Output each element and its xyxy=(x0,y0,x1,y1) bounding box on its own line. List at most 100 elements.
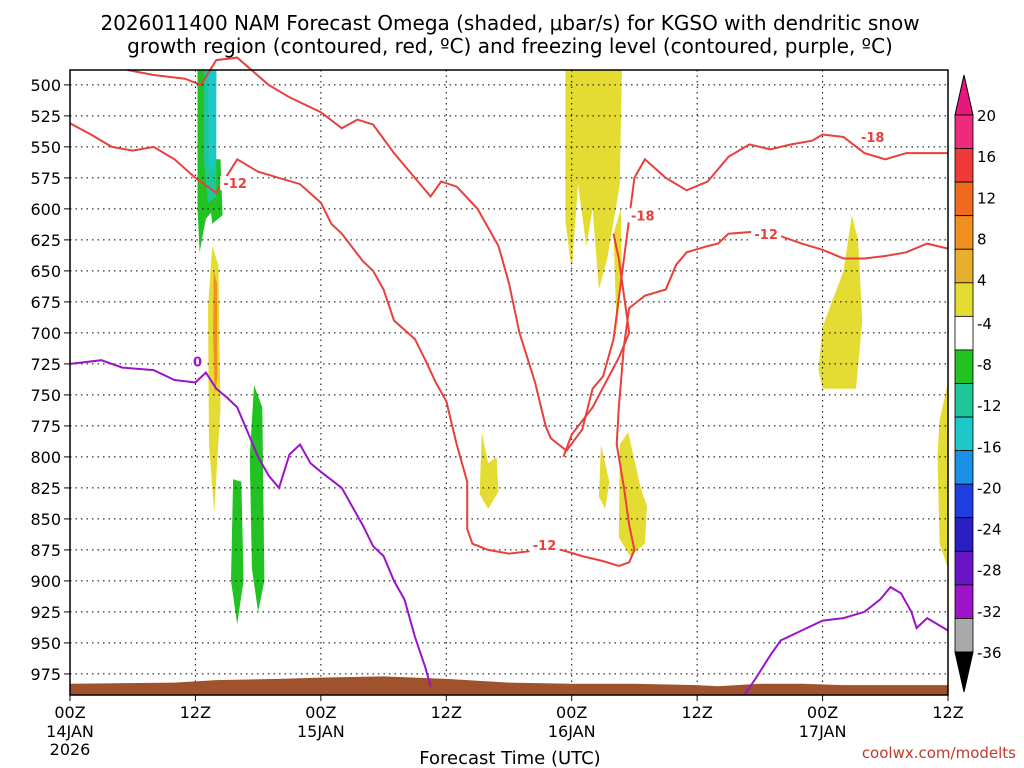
colorbar-swatch xyxy=(954,618,974,653)
red-contour-label: -12 xyxy=(754,228,778,243)
colorbar-label: -12 xyxy=(977,397,1002,415)
colorbar-label: 4 xyxy=(977,272,987,290)
colorbar-label: -8 xyxy=(977,356,992,374)
x-tick-label: 00Z xyxy=(807,703,838,722)
omega-region-5 xyxy=(231,479,244,625)
colorbar-swatch xyxy=(954,349,974,384)
y-axis-ticks: 500 525 550 575 600 625 650 675 700 725 750 775 800 8… xyxy=(30,76,70,684)
freezing-level-contour: 0 xyxy=(69,354,949,696)
freezing-level-line-2 xyxy=(743,585,949,696)
colorbar-label: 12 xyxy=(977,189,996,207)
colorbar-swatch xyxy=(954,248,974,284)
x-tick-label: 12Z xyxy=(180,703,211,722)
dendritic-contours: -12 -18 -12 -12 -18 xyxy=(69,56,949,568)
chart-title-line1: 2026011400 NAM Forecast Omega (shaded, μ… xyxy=(100,11,919,35)
red-contour-label: -12 xyxy=(223,177,247,192)
colorbar-swatch xyxy=(954,282,974,317)
terrain-fill xyxy=(70,676,948,695)
contour-label-bg xyxy=(220,176,251,191)
colorbar-swatch xyxy=(954,450,974,485)
colorbar-label: 16 xyxy=(977,148,996,166)
red-contour-label: -18 xyxy=(861,131,885,146)
x-tick-date: 14JAN xyxy=(46,722,94,741)
y-tick-label: 875 xyxy=(30,541,61,560)
y-tick-label: 725 xyxy=(30,355,61,374)
x-tick-label: 12Z xyxy=(431,703,462,722)
plot-frame xyxy=(69,69,949,696)
y-tick-label: 950 xyxy=(30,634,61,653)
x-tick-label: 00Z xyxy=(556,703,587,722)
x-tick-date: 17JAN xyxy=(799,722,847,741)
colorbar-label: -32 xyxy=(977,603,1002,621)
contour-label-bg xyxy=(627,208,658,223)
colorbar-label: 20 xyxy=(977,107,996,125)
red-contour-label: -12 xyxy=(533,539,557,554)
y-tick-label: 925 xyxy=(30,603,61,622)
gridlines xyxy=(69,70,949,695)
colorbar-swatch xyxy=(954,148,974,183)
y-tick-label: 500 xyxy=(30,76,61,95)
red-contour-label: -18 xyxy=(631,209,655,224)
colorbar-swatch xyxy=(954,550,974,586)
plot-area: -12 -18 -12 -12 -18 0 xyxy=(69,56,949,696)
colorbar-top-arrow xyxy=(954,74,974,116)
omega-region-10 xyxy=(479,432,499,509)
colorbar-label: -4 xyxy=(977,315,992,333)
colorbar-bottom-arrow xyxy=(954,651,974,693)
colorbar-swatch xyxy=(954,383,974,418)
colorbar-swatch xyxy=(954,315,974,351)
omega-shading xyxy=(197,70,948,625)
y-tick-label: 550 xyxy=(30,138,61,157)
contour-label-bg xyxy=(857,130,888,145)
colorbar-swatch xyxy=(954,215,974,250)
omega-region-12 xyxy=(618,432,647,557)
y-tick-label: 900 xyxy=(30,572,61,591)
x-tick-date: 16JAN xyxy=(548,722,596,741)
x-tick-label: 12Z xyxy=(932,703,963,722)
terrain xyxy=(70,676,948,695)
red-contour-2 xyxy=(562,233,631,458)
x-tick-label: 00Z xyxy=(305,703,336,722)
y-tick-label: 700 xyxy=(30,324,61,343)
colorbar-label: -16 xyxy=(977,438,1002,456)
y-tick-label: 650 xyxy=(30,262,61,281)
y-tick-label: 825 xyxy=(30,479,61,498)
y-tick-label: 975 xyxy=(30,665,61,684)
colorbar-label: -36 xyxy=(977,644,1002,662)
y-tick-label: 600 xyxy=(30,200,61,219)
freezing-level-label: 0 xyxy=(193,356,202,371)
x-axis-label: Forecast Time (UTC) xyxy=(419,748,600,768)
credit-text: coolwx.com/modelts xyxy=(862,744,1016,762)
y-tick-label: 775 xyxy=(30,417,61,436)
x-tick-date: 15JAN xyxy=(297,722,345,741)
colorbar: 20 16 12 8 4 -4 -8 -12 -16 -20 -24 -28 -32 -36 xyxy=(954,74,1002,693)
colorbar-swatch xyxy=(954,483,974,519)
omega-region-11 xyxy=(598,444,610,509)
colorbar-label: -20 xyxy=(977,479,1002,497)
colorbar-swatch xyxy=(954,181,974,217)
x-tick-label: 12Z xyxy=(681,703,712,722)
colorbar-swatch xyxy=(954,584,974,619)
y-tick-label: 675 xyxy=(30,293,61,312)
omega-region-3 xyxy=(208,70,217,172)
colorbar-swatch xyxy=(954,114,974,149)
freezing-level-line xyxy=(69,359,432,687)
chart-title-line2: growth region (contoured, red, ºC) and f… xyxy=(127,34,893,58)
colorbar-label: -28 xyxy=(977,562,1002,580)
x-tick-year: 2026 xyxy=(50,740,91,759)
y-tick-label: 750 xyxy=(30,386,61,405)
x-tick-label: 00Z xyxy=(54,703,85,722)
colorbar-swatch xyxy=(954,517,974,552)
omega-region-6 xyxy=(208,246,221,513)
contour-label-bg xyxy=(529,538,560,553)
y-tick-label: 525 xyxy=(30,107,61,126)
red-contour-0 xyxy=(127,56,948,453)
contour-label-bg xyxy=(191,354,204,369)
colorbar-swatch xyxy=(954,416,974,452)
omega-region-8 xyxy=(565,70,622,290)
y-tick-label: 625 xyxy=(30,231,61,250)
omega-region-14 xyxy=(937,382,948,569)
y-tick-label: 850 xyxy=(30,510,61,529)
